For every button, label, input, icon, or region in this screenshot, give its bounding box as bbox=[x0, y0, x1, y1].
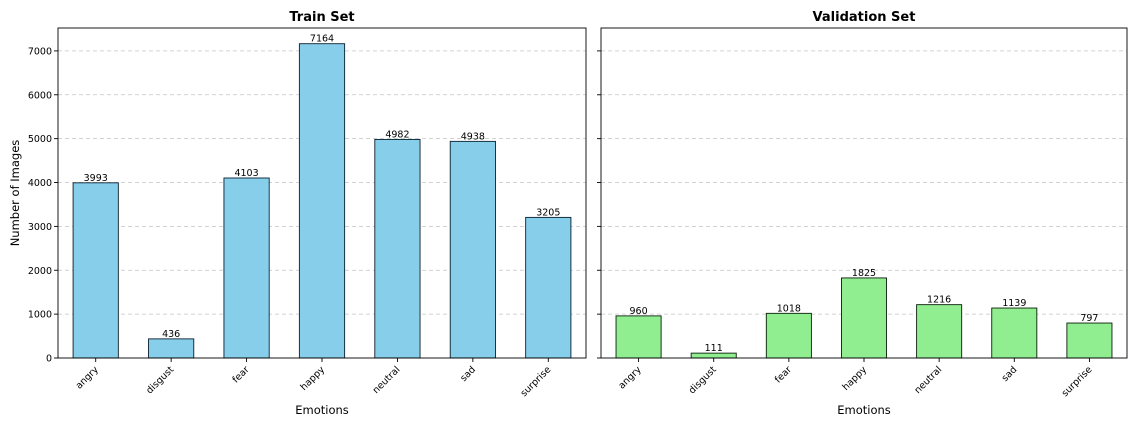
data-label: 797 bbox=[1080, 313, 1098, 324]
chart-title: Train Set bbox=[289, 10, 354, 25]
bar-sad bbox=[449, 140, 496, 359]
data-label: 3993 bbox=[84, 173, 108, 184]
data-label: 1216 bbox=[927, 295, 951, 306]
bar-sad bbox=[991, 307, 1038, 359]
bar-neutral bbox=[374, 138, 421, 359]
bar-neutral bbox=[916, 304, 963, 359]
train-set-chart: 3993 436 4103 7164 4982 4938 3205 0 1000 2000 3000… bbox=[8, 10, 587, 417]
bar-happy bbox=[298, 43, 346, 359]
x-tick-label: angry bbox=[617, 364, 644, 391]
bar-happy bbox=[841, 277, 887, 359]
bar-surprise bbox=[1066, 322, 1113, 359]
data-label: 436 bbox=[162, 329, 180, 340]
bar-angry bbox=[72, 182, 119, 359]
x-tick-label: surprise bbox=[519, 364, 554, 399]
data-label: 4103 bbox=[234, 168, 258, 179]
data-label: 1139 bbox=[1002, 298, 1026, 309]
x-tick-label: sad bbox=[458, 364, 478, 384]
data-label: 1825 bbox=[852, 268, 876, 279]
y-tick-label: 1000 bbox=[28, 310, 52, 321]
y-tick-label: 6000 bbox=[28, 90, 52, 101]
bar-fear bbox=[223, 177, 270, 359]
y-tick-label: 5000 bbox=[28, 134, 52, 145]
bar-surprise bbox=[525, 216, 572, 359]
y-axis-label: Number of Images bbox=[8, 140, 22, 247]
y-tick-label: 4000 bbox=[28, 178, 52, 189]
data-label: 960 bbox=[630, 306, 648, 317]
data-label: 7164 bbox=[310, 34, 334, 45]
x-tick-label: neutral bbox=[371, 364, 403, 396]
x-tick-label: fear bbox=[773, 364, 794, 385]
x-tick-label: surprise bbox=[1060, 364, 1095, 399]
data-label: 4982 bbox=[385, 129, 409, 140]
x-tick-label: disgust bbox=[687, 364, 719, 396]
y-tick-label: 3000 bbox=[28, 222, 52, 233]
data-label: 3205 bbox=[536, 207, 560, 218]
bar-disgust bbox=[148, 338, 195, 359]
x-axis-label: Emotions bbox=[837, 403, 891, 417]
y-tick-label: 2000 bbox=[28, 266, 52, 277]
x-tick-label: disgust bbox=[144, 364, 176, 396]
bar-fear bbox=[765, 312, 812, 359]
data-label: 1018 bbox=[777, 303, 801, 314]
chart-title: Validation Set bbox=[813, 10, 916, 25]
bar-angry bbox=[615, 315, 662, 359]
x-axis-label: Emotions bbox=[295, 403, 349, 417]
validation-set-chart: 960 111 1018 1825 1216 1139 797 angry disgust fea… bbox=[597, 10, 1128, 417]
x-tick-label: happy bbox=[298, 364, 327, 393]
x-tick-label: happy bbox=[840, 364, 869, 393]
data-label: 111 bbox=[705, 343, 723, 354]
x-tick-label: sad bbox=[1000, 364, 1020, 384]
x-tick-label: angry bbox=[74, 364, 101, 391]
x-tick-label: neutral bbox=[912, 364, 944, 396]
y-tick-label: 0 bbox=[46, 354, 52, 365]
y-tick-label: 7000 bbox=[28, 46, 52, 57]
data-label: 4938 bbox=[461, 131, 485, 142]
x-tick-label: fear bbox=[231, 364, 252, 385]
